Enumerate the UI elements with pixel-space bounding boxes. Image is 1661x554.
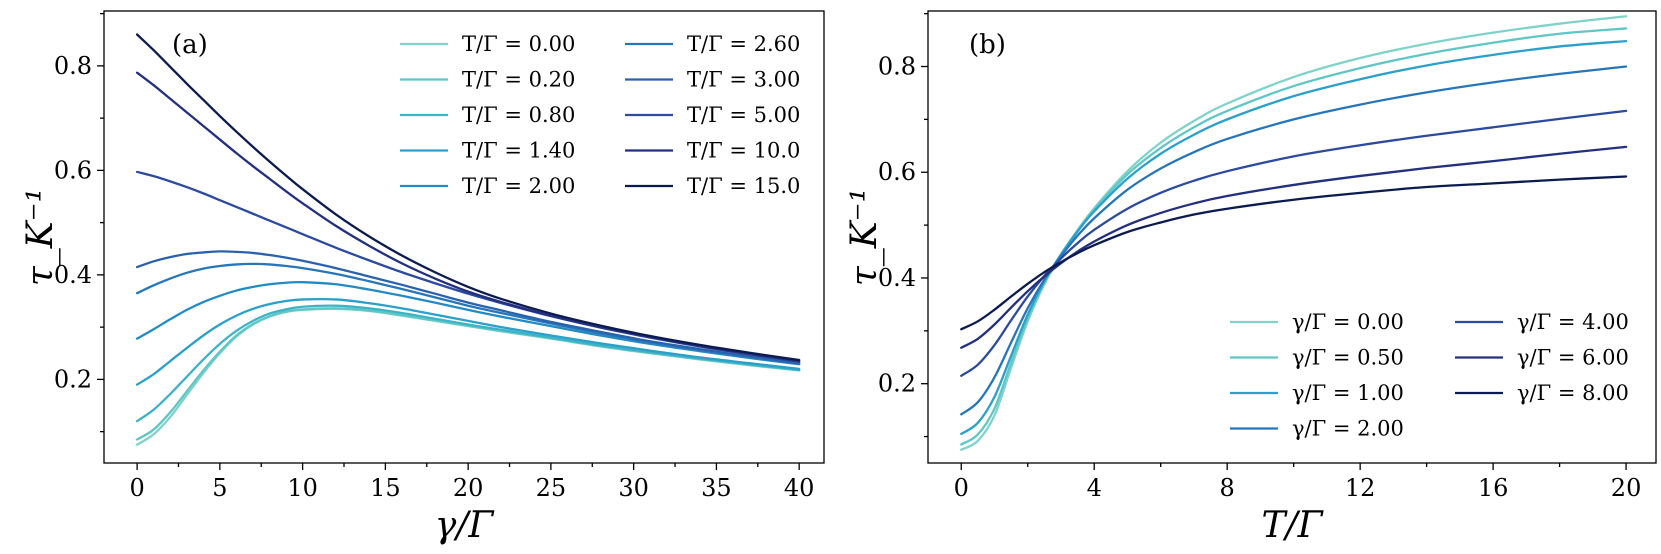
panel-a-series-line-7 [135, 250, 801, 365]
panel-a-legend-label: T/Γ = 2.00 [462, 174, 575, 198]
panel-a-xtick-label: 20 [453, 474, 484, 502]
panel-a-legend-label: T/Γ = 15.0 [687, 174, 800, 198]
panel-a-legend-label: T/Γ = 10.0 [687, 139, 800, 163]
panel-a-ticks: 0 5 10 15 20 25 30 35 40 0.2 0.4 0.6 0.8 [54, 12, 815, 502]
panel-a-xtick-label: 5 [212, 474, 227, 502]
panel-a-xtick-label: 35 [701, 474, 732, 502]
panel-a-series-line-5 [135, 280, 801, 366]
panel-b-xtick-label: 0 [954, 474, 969, 502]
panel-a-ytick-label: 0.8 [54, 52, 92, 80]
panel-b-tag: (b) [969, 30, 1006, 60]
panel-b-series-line-6 [960, 145, 1628, 349]
panel-b-frame [927, 10, 1657, 464]
panel-b-series-line-4 [960, 65, 1628, 416]
panel-b-xtick-label: 12 [1345, 474, 1376, 502]
panel-a-series-line-4 [135, 297, 801, 386]
panel-b-series-line-7 [960, 175, 1628, 331]
panel-b-legend-label: γ/Γ = 6.00 [1517, 346, 1629, 370]
panel-b-ytick-label: 0.4 [878, 264, 916, 292]
panel-a-series-line-10 [135, 33, 801, 362]
panel-b-xtick-label: 4 [1087, 474, 1102, 502]
panel-a-xtick-label: 25 [536, 474, 567, 502]
panel-a-xtick-label: 0 [129, 474, 144, 502]
panel-b: 0 4 8 12 16 20 0.2 0.4 0.6 0.8 (b) T/Γ τ_K⁻¹ γ/Γ … [844, 10, 1657, 546]
panel-b-legend: γ/Γ = 0.00 γ/Γ = 0.50 γ/Γ = 1.00 γ/Γ = 2.00… [1230, 310, 1629, 441]
panel-b-series-line-3 [960, 39, 1628, 436]
panel-b-xlabel: T/Γ [1261, 505, 1324, 546]
panel-b-ytick-label: 0.2 [878, 370, 916, 398]
panel-a-ytick-label: 0.2 [54, 365, 92, 393]
panel-a-legend-label: T/Γ = 0.80 [462, 103, 575, 127]
panel-a-xlabel: γ/Γ [435, 505, 496, 546]
panel-a-ytick-label: 0.4 [54, 261, 92, 289]
panel-a-tag: (a) [172, 30, 208, 60]
panel-a-legend-label: T/Γ = 3.00 [687, 68, 800, 92]
panel-b-ticks: 0 4 8 12 16 20 0.2 0.4 0.6 0.8 [878, 12, 1642, 502]
panel-a-legend-label: T/Γ = 5.00 [687, 103, 800, 127]
panel-b-series-line-5 [960, 109, 1628, 377]
panel-a-frame [103, 10, 825, 464]
panel-b-xtick-label: 8 [1220, 474, 1235, 502]
panel-a-series-line-3 [135, 304, 801, 423]
panel-b-legend-label: γ/Γ = 1.00 [1292, 381, 1404, 405]
panel-b-legend-label: γ/Γ = 2.00 [1292, 417, 1404, 441]
panel-a-curves [135, 33, 801, 446]
panel-b-series-line-1 [960, 15, 1628, 451]
panel-a-series-line-6 [135, 262, 801, 365]
panel-a-legend-label: T/Γ = 1.40 [462, 139, 575, 163]
panel-a-legend-label: T/Γ = 0.00 [462, 32, 575, 56]
panel-a-ylabel: τ_K⁻¹ [20, 188, 61, 286]
panel-b-series-line-2 [960, 27, 1628, 446]
panel-a-xtick-label: 10 [287, 474, 318, 502]
panel-a: 0 5 10 15 20 25 30 35 40 0.2 0.4 0.6 0.8 (a) γ/Γ τ_K… [20, 10, 825, 546]
panel-a-legend-label: T/Γ = 0.20 [462, 68, 575, 92]
panel-a-xtick-label: 40 [784, 474, 815, 502]
panel-b-legend-label: γ/Γ = 0.00 [1292, 310, 1404, 334]
panel-b-legend-label: γ/Γ = 8.00 [1517, 381, 1629, 405]
panel-a-xtick-label: 15 [370, 474, 401, 502]
panel-b-ytick-label: 0.6 [878, 158, 916, 186]
panel-b-curves [960, 15, 1628, 451]
panel-b-xtick-label: 16 [1478, 474, 1509, 502]
panel-a-legend-label: T/Γ = 2.60 [687, 32, 800, 56]
panel-b-ytick-label: 0.8 [878, 53, 916, 81]
panel-a-legend: T/Γ = 0.00 T/Γ = 0.20 T/Γ = 0.80 T/Γ = 1.40… [400, 32, 800, 198]
panel-b-legend-label: γ/Γ = 4.00 [1517, 310, 1629, 334]
panel-b-ylabel: τ_K⁻¹ [844, 188, 885, 286]
panel-a-series-line-9 [135, 71, 801, 363]
panel-a-ytick-label: 0.6 [54, 156, 92, 184]
panel-a-xtick-label: 30 [618, 474, 649, 502]
panel-b-legend-label: γ/Γ = 0.50 [1292, 346, 1404, 370]
panel-b-xtick-label: 20 [1611, 474, 1642, 502]
